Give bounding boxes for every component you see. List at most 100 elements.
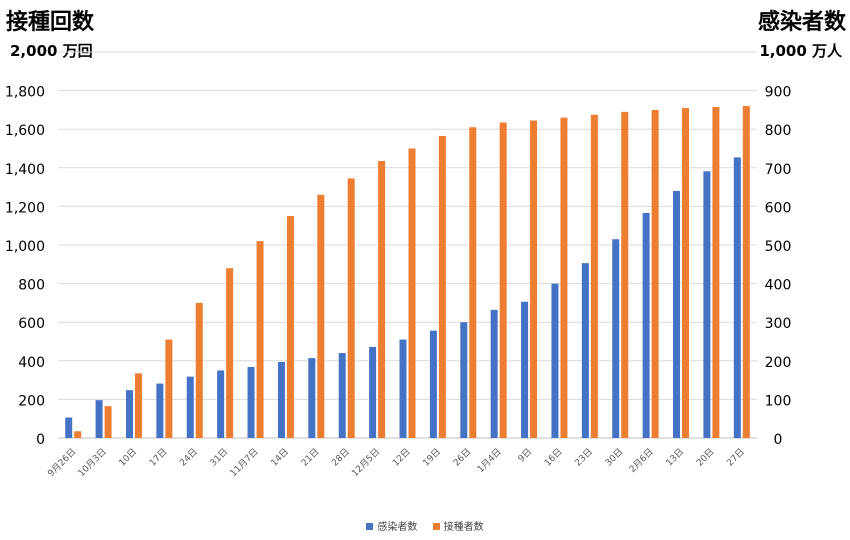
left-tick-label: 1,000	[5, 239, 45, 255]
bar-infections	[612, 239, 620, 438]
x-tick-label: 30日	[603, 446, 625, 468]
bar-vaccinations	[560, 117, 568, 439]
left-axis-title: 接種回数	[6, 10, 95, 35]
right-tick-label: 0	[774, 432, 783, 448]
legend-label-infections: 感染者数	[377, 522, 418, 533]
bar-infections	[733, 157, 741, 439]
bar-infections	[399, 339, 407, 438]
bar-vaccinations	[165, 339, 173, 438]
bar-vaccinations	[256, 241, 264, 438]
legend-swatch-vaccinations	[432, 523, 440, 530]
right-tick-label: 400	[765, 278, 792, 294]
left-tick-label: 1,600	[5, 123, 45, 139]
x-tick-label: 26日	[451, 446, 473, 468]
bar-vaccinations	[651, 109, 659, 439]
x-tick-label: 27日	[725, 446, 747, 468]
left-tick-label: 0	[36, 432, 45, 448]
bar-vaccinations	[682, 107, 690, 438]
x-tick-label: 11月7日	[228, 446, 261, 479]
bar-vaccinations	[286, 216, 294, 438]
right-tick-label: 300	[765, 316, 792, 332]
left-tick-label: 800	[18, 278, 45, 294]
bar-infections	[490, 309, 498, 438]
x-tick-label: 9月26日	[46, 446, 79, 479]
right-tick-label: 100	[765, 393, 792, 409]
bar-vaccinations	[499, 122, 507, 438]
bar-vaccinations	[317, 194, 325, 438]
left-tick-label: 1,400	[5, 162, 45, 178]
right-tick-label: 900	[765, 85, 792, 101]
bar-infections	[642, 212, 650, 438]
left-tick-label: 400	[18, 355, 45, 371]
bar-infections	[277, 361, 285, 438]
x-tick-label: 10月3日	[76, 446, 109, 479]
x-tick-label: 19日	[421, 446, 443, 468]
right-axis-title: 感染者数	[757, 10, 846, 35]
bar-infections	[369, 346, 377, 438]
bar-infections	[247, 366, 255, 438]
legend-item-infections: 感染者数	[366, 518, 417, 533]
bar-vaccinations	[134, 373, 142, 438]
right-axis-unit: 1,000 万人	[759, 42, 842, 60]
right-tick-label: 500	[765, 239, 792, 255]
x-tick-label: 28日	[330, 446, 352, 468]
bar-infections	[673, 190, 681, 438]
x-tick-label: 17日	[147, 446, 169, 468]
bar-vaccinations	[530, 120, 538, 438]
right-tick-label: 600	[765, 200, 792, 216]
legend-item-vaccinations: 接種者数	[432, 518, 484, 533]
bar-infections	[217, 370, 225, 438]
bar-vaccinations	[742, 106, 750, 438]
right-tick-label: 200	[765, 355, 792, 371]
bar-vaccinations	[438, 135, 446, 438]
bar-infections	[156, 383, 164, 438]
bar-infections	[125, 390, 133, 438]
right-tick-label: 700	[765, 162, 792, 178]
x-tick-label: 2月6日	[627, 446, 656, 475]
x-tick-label: 20日	[694, 446, 716, 468]
x-tick-label: 23日	[573, 446, 595, 468]
left-tick-label: 1,800	[5, 85, 45, 101]
x-tick-label: 21日	[299, 446, 321, 468]
bar-infections	[581, 263, 589, 438]
bar-vaccinations	[712, 107, 720, 438]
x-tick-label: 1月4日	[475, 446, 504, 475]
bar-infections	[65, 417, 73, 438]
bar-vaccinations	[621, 111, 629, 438]
bar-infections	[521, 301, 529, 438]
bar-vaccinations	[74, 431, 82, 438]
left-tick-label: 200	[18, 393, 45, 409]
bar-vaccinations	[408, 148, 416, 438]
bar-infections	[338, 353, 346, 438]
left-tick-label: 600	[18, 316, 45, 332]
x-tick-label: 9日	[516, 446, 534, 464]
x-tick-label: 14日	[269, 446, 291, 468]
bar-infections	[308, 358, 316, 438]
bar-vaccinations	[195, 302, 203, 438]
bar-vaccinations	[226, 268, 234, 438]
bar-vaccinations	[104, 406, 112, 438]
bar-infections	[186, 376, 194, 438]
right-tick-label: 800	[765, 123, 792, 139]
bar-infections	[429, 330, 437, 438]
legend: 感染者数 接種者数	[0, 518, 850, 533]
bar-vaccinations	[347, 178, 355, 439]
x-tick-label: 13日	[664, 446, 686, 468]
bar-infections	[460, 322, 468, 438]
x-tick-label: 12月5日	[350, 446, 383, 479]
left-axis-unit: 2,000 万回	[10, 42, 93, 60]
x-tick-label: 16日	[542, 446, 564, 468]
bar-infections	[703, 171, 711, 439]
bar-vaccinations	[469, 127, 477, 439]
x-tick-label: 12日	[390, 446, 412, 468]
bar-vaccinations	[378, 161, 386, 439]
bar-vaccinations	[590, 114, 598, 438]
x-tick-label: 31日	[208, 446, 230, 468]
bar-infections	[95, 400, 103, 438]
left-tick-label: 1,200	[5, 200, 45, 216]
x-tick-label: 24日	[178, 446, 200, 468]
bar-infections	[551, 283, 559, 438]
legend-swatch-infections	[366, 523, 374, 530]
x-tick-label: 10日	[117, 446, 139, 468]
